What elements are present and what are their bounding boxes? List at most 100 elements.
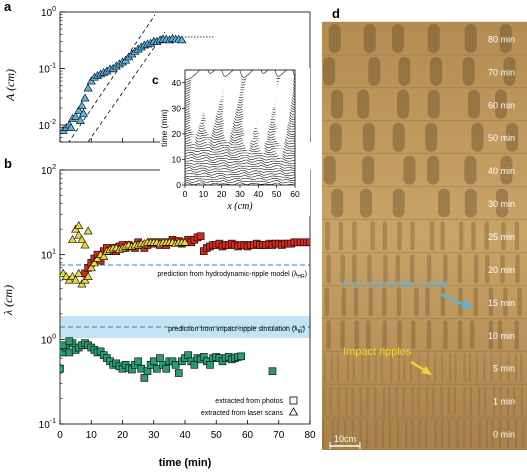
panel-c-xlabel-text: x (cm) [226, 201, 253, 212]
panel-c-ticks [182, 82, 296, 188]
sand-ripple [331, 188, 344, 218]
sand-ripple [395, 254, 401, 284]
a-data-point [83, 83, 93, 92]
hr-label-text: prediction from hydrodynamic-ripple mode… [157, 271, 298, 278]
c-xtick-label: 50 [272, 189, 282, 199]
sand-ripple [374, 386, 377, 416]
sand-ripple [491, 419, 494, 448]
b-ytick-label-exp: 1 [52, 249, 56, 256]
sand-ripple [389, 419, 392, 448]
sand-ripple [410, 254, 415, 284]
sand-ripple [434, 419, 437, 448]
b-data-point-green [206, 361, 214, 369]
sand-ripple [513, 386, 516, 416]
sand-ripple [340, 254, 345, 284]
sand-ripple [380, 353, 384, 383]
b-data-point-yellow [74, 221, 84, 229]
scalebar-label: 10cm [334, 434, 356, 444]
sand-ripple [471, 122, 484, 152]
c-profile-line [185, 143, 295, 150]
a-ytick-label: 10-1 [39, 62, 56, 75]
sand-ripple [488, 320, 494, 350]
sand-ripple [324, 287, 329, 317]
sand-ripple [396, 419, 399, 448]
sand-texture [322, 21, 527, 448]
sand-ripple [490, 353, 493, 383]
impact-arrow-head [421, 366, 432, 375]
sand-ripple [500, 254, 505, 284]
sand-ripple [363, 24, 376, 53]
sand-ripple [424, 419, 428, 448]
a-data-point [75, 115, 85, 124]
sand-ripple [391, 24, 404, 53]
c-ytick-label: 0 [176, 180, 181, 190]
a-data-point [66, 122, 76, 131]
b-xtick-label: 30 [148, 430, 160, 441]
b-data-point-green [162, 364, 171, 373]
c-xtick-label: 40 [254, 189, 264, 199]
a-data-point [78, 108, 88, 117]
b-data-point-red [196, 232, 205, 241]
sand-ripple [427, 89, 440, 119]
sand-ripple [488, 287, 494, 317]
sand-ripple [478, 419, 481, 448]
c-profile-line [185, 162, 295, 167]
sand-ripple [326, 254, 331, 284]
sand-ripple [360, 188, 372, 218]
sand-ripple [443, 254, 448, 284]
sand-ripple [475, 353, 479, 383]
b-data-point-yellow [180, 237, 190, 246]
sand-ripple [396, 287, 401, 317]
b-ytick-label: 101 [41, 249, 56, 262]
sand-ripple [477, 386, 481, 416]
panel-b-ylabel-text: λ (cm) [1, 285, 15, 316]
a-data-point [74, 105, 84, 114]
sand-ripple [392, 122, 405, 152]
a-ytick-label-exp: 0 [52, 6, 56, 13]
sand-ripple [441, 353, 444, 383]
a-data-point [177, 35, 187, 44]
sand-ripple [458, 287, 463, 317]
sand-ripple [323, 56, 336, 86]
b-data-point-yellow [71, 275, 81, 284]
b-data-point-green [153, 364, 161, 373]
b-data-point-yellow [67, 235, 78, 244]
sand-ripple [351, 386, 354, 416]
panel-c-profiles [185, 70, 295, 185]
b-data-point-green [60, 364, 64, 373]
sand-ripple [366, 419, 369, 448]
c-profile-line [185, 167, 295, 172]
sand-ripple [499, 24, 512, 53]
sand-ripple [329, 122, 342, 152]
sand-ripple [514, 320, 519, 350]
panel-a-fit-line-1 [68, 14, 156, 142]
sand-ripple [411, 386, 414, 416]
b-ytick-label-exp: -1 [50, 418, 56, 425]
sand-ripple [427, 24, 440, 53]
sand-ripple [397, 221, 402, 251]
b-ytick-label-exp: 2 [52, 164, 56, 171]
panel-c-letter: c [152, 73, 159, 87]
sand-ripple [463, 353, 466, 383]
b-xtick-label: 70 [273, 430, 285, 441]
sand-ripple [367, 353, 370, 383]
b-data-point-yellow [83, 272, 93, 280]
sand-ripple [403, 353, 406, 383]
b-data-point-yellow [74, 230, 84, 239]
sand-ripple [459, 221, 464, 251]
hydro-annotation: Hydrodynamic ripples [343, 278, 449, 290]
b-xtick-label: 0 [57, 430, 63, 441]
sand-ripple [368, 287, 373, 317]
sand-ripple [503, 287, 508, 317]
sand-ripple [325, 221, 330, 251]
sand-ripple [493, 386, 496, 416]
sand-ripple [411, 419, 414, 448]
b-data-point-yellow [99, 251, 109, 260]
c-profile-line [185, 157, 295, 162]
a-data-point [77, 101, 87, 109]
sand-ripple [497, 320, 503, 350]
b-data-point-green [65, 337, 74, 346]
legend-scans-label: extracted from laser scans [201, 410, 284, 417]
panel-a-points [60, 33, 187, 134]
sand-ripple [382, 320, 387, 350]
